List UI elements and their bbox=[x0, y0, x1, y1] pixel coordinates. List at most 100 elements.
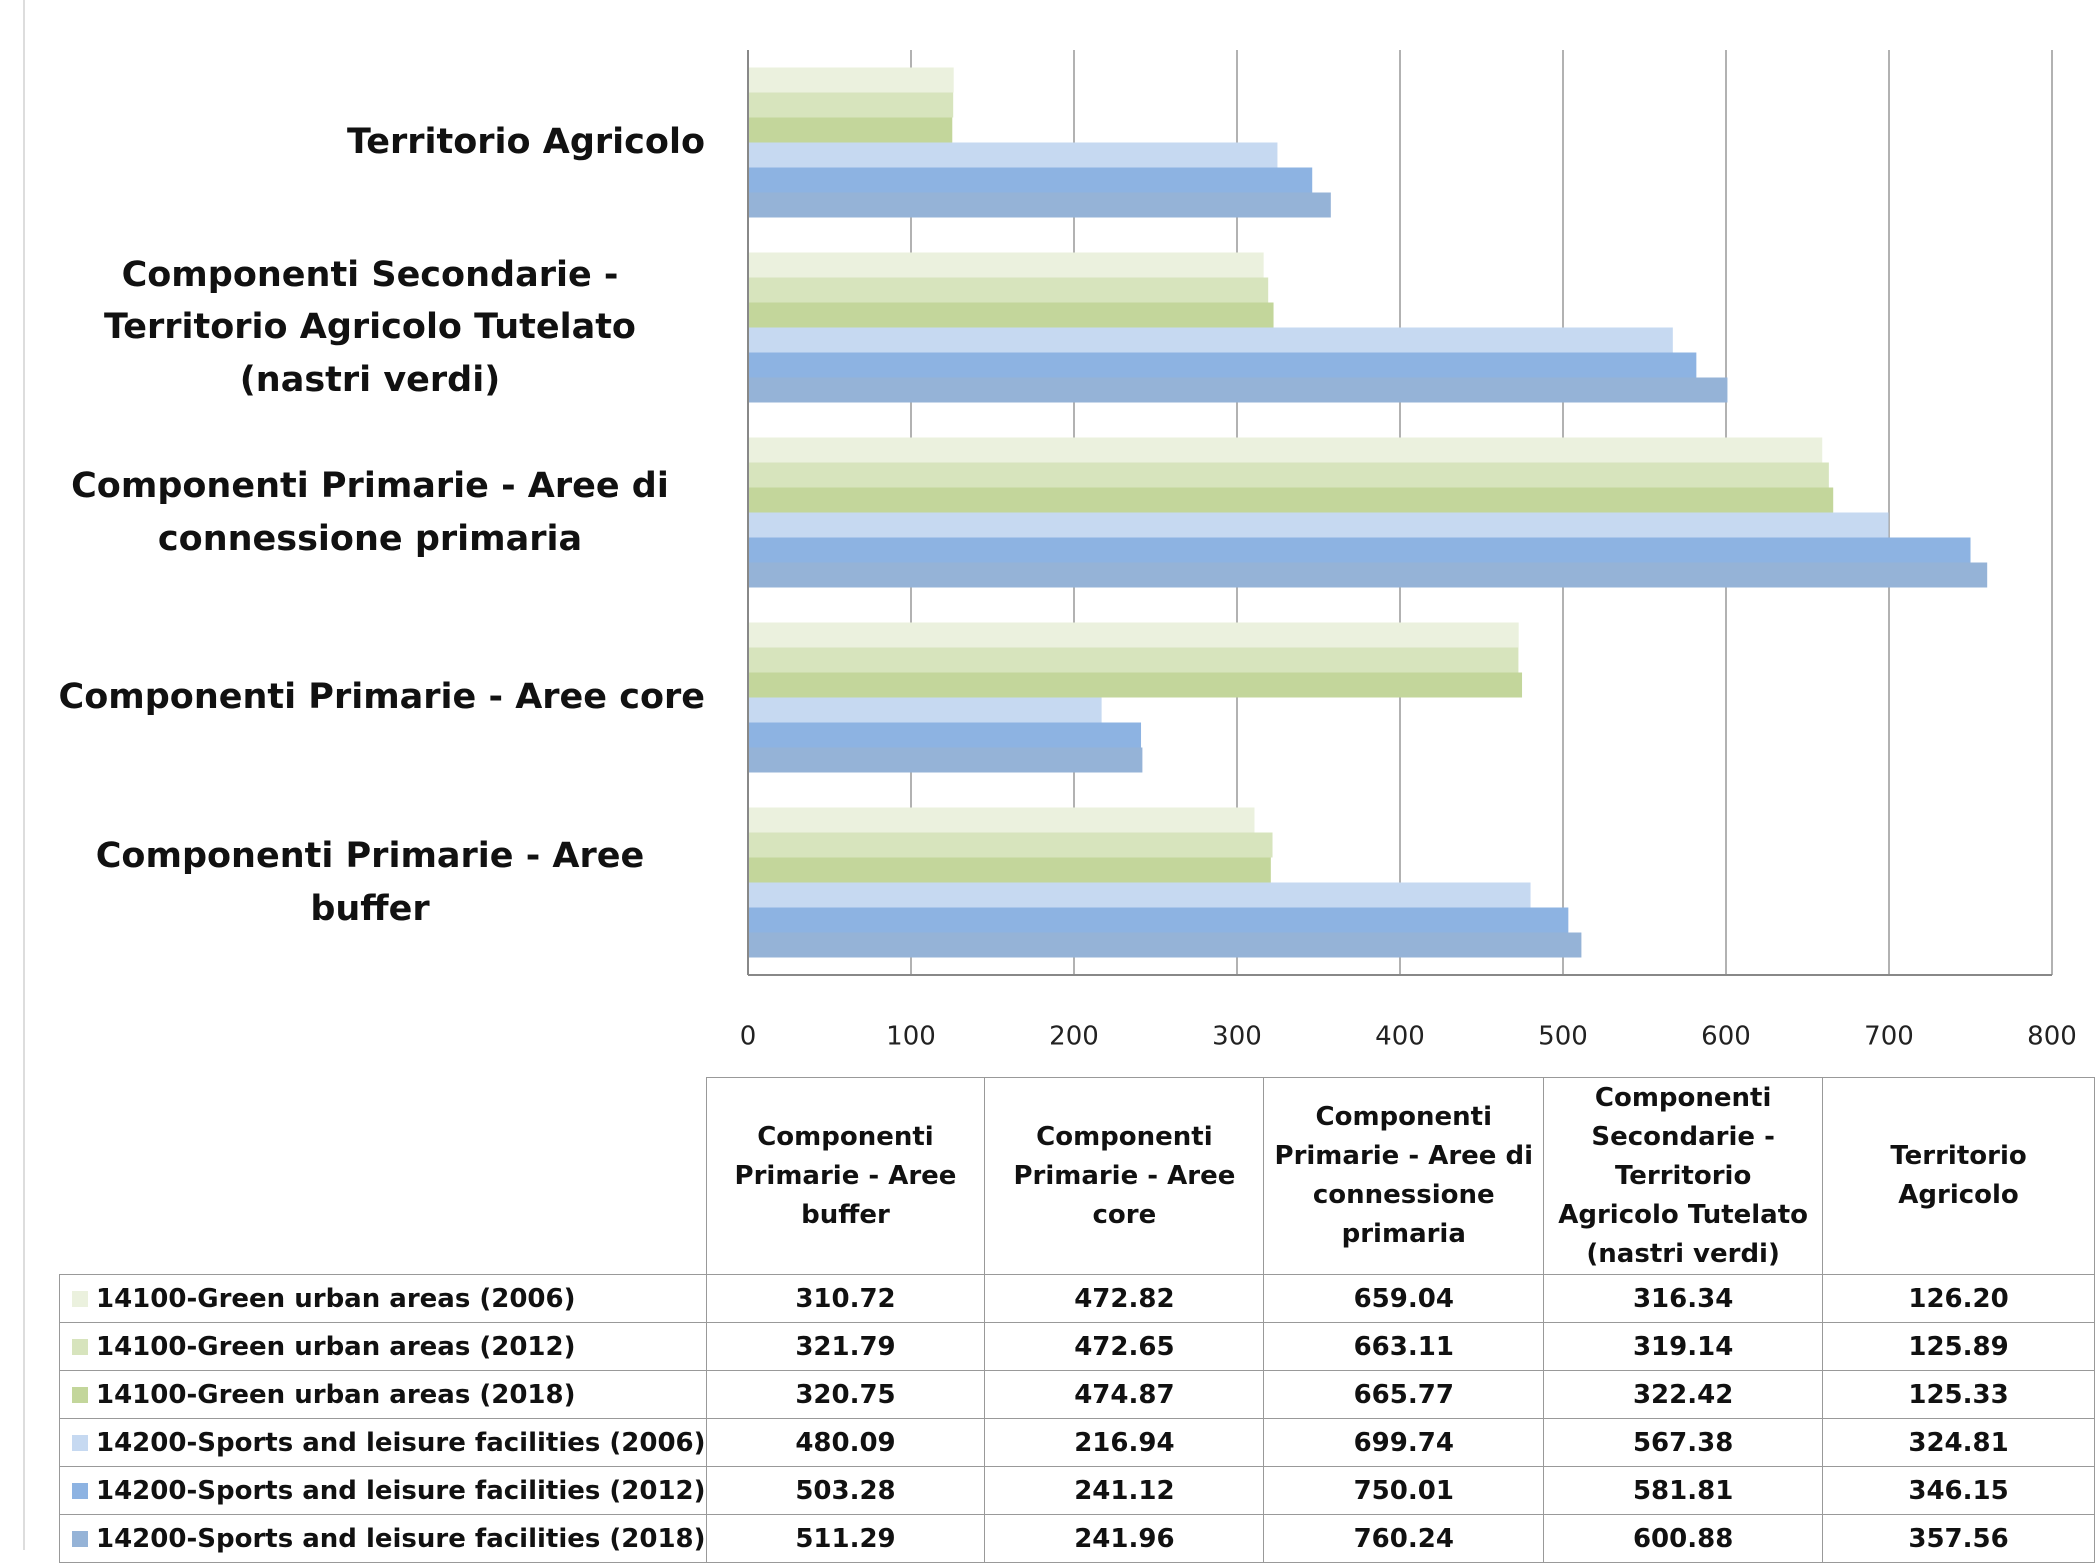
table-header-row: Componenti Primarie - Aree buffer Compone… bbox=[59, 1077, 2095, 1275]
table-value: 659.04 bbox=[1263, 1274, 1545, 1323]
table-value: 126.20 bbox=[1822, 1274, 2095, 1323]
table-header: Componenti Secondarie - Territorio Agric… bbox=[1543, 1077, 1824, 1275]
table-value: 241.96 bbox=[984, 1514, 1265, 1563]
table-row-label: 14200-Sports and leisure facilities (201… bbox=[59, 1514, 707, 1563]
bar bbox=[748, 92, 954, 118]
table-value: 316.34 bbox=[1543, 1274, 1824, 1323]
table-header: Componenti Primarie - Aree core bbox=[984, 1077, 1265, 1275]
table-value: 319.14 bbox=[1543, 1322, 1824, 1371]
legend-swatch bbox=[72, 1483, 88, 1499]
table-corner bbox=[59, 1077, 707, 1275]
category-label-text: Componenti Secondarie - Territorio Agric… bbox=[104, 254, 636, 400]
category-label: Territorio Agricolo bbox=[347, 50, 705, 235]
bar bbox=[748, 167, 1313, 193]
x-tick-label: 800 bbox=[2027, 1022, 2077, 1052]
bar bbox=[748, 462, 1829, 488]
bar bbox=[748, 487, 1834, 513]
table-header: Territorio Agricolo bbox=[1822, 1077, 2095, 1275]
category-label: Componenti Primarie - Aree core bbox=[59, 605, 705, 790]
bar bbox=[748, 377, 1728, 403]
legend-swatch bbox=[72, 1387, 88, 1403]
table-value: 600.88 bbox=[1543, 1514, 1824, 1563]
bar bbox=[748, 252, 1264, 278]
bar bbox=[748, 722, 1142, 748]
category-label: Componenti Primarie - Aree buffer bbox=[35, 790, 705, 975]
category-label-text: Componenti Primarie - Aree buffer bbox=[95, 836, 645, 929]
x-tick-label: 200 bbox=[1049, 1022, 1099, 1052]
table-row: 14100-Green urban areas (2006) 310.72 472.… bbox=[59, 1274, 2095, 1323]
legend-swatch bbox=[72, 1291, 88, 1307]
table-row: 14200-Sports and leisure facilities (201… bbox=[59, 1514, 2095, 1563]
bar bbox=[748, 277, 1269, 303]
table-value: 472.82 bbox=[984, 1274, 1265, 1323]
table-header: Componenti Primarie - Aree di connession… bbox=[1263, 1077, 1545, 1275]
legend-label: 14200-Sports and leisure facilities (200… bbox=[96, 1427, 706, 1458]
bar bbox=[748, 747, 1143, 773]
bar bbox=[748, 192, 1331, 218]
bar bbox=[748, 882, 1531, 908]
category-label: Componenti Secondarie - Territorio Agric… bbox=[35, 235, 705, 420]
x-tick-label: 300 bbox=[1212, 1022, 1262, 1052]
bar bbox=[748, 117, 953, 143]
legend-swatch bbox=[72, 1435, 88, 1451]
table-value: 472.65 bbox=[984, 1322, 1265, 1371]
table-header: Componenti Primarie - Aree buffer bbox=[705, 1077, 986, 1275]
table-value: 321.79 bbox=[705, 1322, 986, 1371]
x-tick-label: 700 bbox=[1864, 1022, 1914, 1052]
legend-swatch bbox=[72, 1531, 88, 1547]
x-tick-label: 500 bbox=[1538, 1022, 1588, 1052]
bar bbox=[748, 327, 1673, 353]
legend-label: 14100-Green urban areas (2018) bbox=[96, 1379, 576, 1410]
category-label-text: Componenti Primarie - Aree core bbox=[58, 677, 705, 718]
bar bbox=[748, 67, 954, 93]
legend-label: 14100-Green urban areas (2006) bbox=[96, 1283, 576, 1314]
bar bbox=[748, 142, 1278, 168]
table-row-label: 14100-Green urban areas (2018) bbox=[59, 1370, 707, 1419]
legend-swatch bbox=[72, 1339, 88, 1355]
table-row: 14100-Green urban areas (2018) 320.75 474.… bbox=[59, 1370, 2095, 1419]
table-row: 14200-Sports and leisure facilities (201… bbox=[59, 1466, 2095, 1515]
x-tick-label: 100 bbox=[886, 1022, 936, 1052]
table-value: 357.56 bbox=[1822, 1514, 2095, 1563]
bar bbox=[748, 437, 1823, 463]
bar bbox=[748, 562, 1988, 588]
table-value: 480.09 bbox=[705, 1418, 986, 1467]
table-value: 320.75 bbox=[705, 1370, 986, 1419]
table-value: 322.42 bbox=[1543, 1370, 1824, 1419]
table-row-label: 14200-Sports and leisure facilities (200… bbox=[59, 1418, 707, 1467]
table-value: 346.15 bbox=[1822, 1466, 2095, 1515]
table-value: 125.33 bbox=[1822, 1370, 2095, 1419]
table-value: 760.24 bbox=[1263, 1514, 1545, 1563]
category-label: Componenti Primarie - Aree di connession… bbox=[35, 420, 705, 605]
table-value: 324.81 bbox=[1822, 1418, 2095, 1467]
table-value: 474.87 bbox=[984, 1370, 1265, 1419]
x-tick-label: 600 bbox=[1701, 1022, 1751, 1052]
bar bbox=[748, 302, 1274, 328]
table-value: 241.12 bbox=[984, 1466, 1265, 1515]
table-value: 663.11 bbox=[1263, 1322, 1545, 1371]
table-row-label: 14100-Green urban areas (2012) bbox=[59, 1322, 707, 1371]
table-value: 567.38 bbox=[1543, 1418, 1824, 1467]
bar bbox=[748, 512, 1889, 538]
bar bbox=[748, 697, 1102, 723]
category-label-text: Componenti Primarie - Aree di connession… bbox=[71, 466, 669, 559]
table-row: 14200-Sports and leisure facilities (200… bbox=[59, 1418, 2095, 1467]
table-value: 750.01 bbox=[1263, 1466, 1545, 1515]
table-value: 310.72 bbox=[705, 1274, 986, 1323]
bar bbox=[748, 647, 1519, 673]
legend-label: 14100-Green urban areas (2012) bbox=[96, 1331, 576, 1362]
bar bbox=[748, 932, 1582, 958]
bar bbox=[748, 352, 1697, 378]
table-row: 14100-Green urban areas (2012) 321.79 472.… bbox=[59, 1322, 2095, 1371]
table-value: 503.28 bbox=[705, 1466, 986, 1515]
table-value: 511.29 bbox=[705, 1514, 986, 1563]
table-row-label: 14100-Green urban areas (2006) bbox=[59, 1274, 707, 1323]
bar bbox=[748, 907, 1569, 933]
category-label-text: Territorio Agricolo bbox=[347, 122, 705, 163]
table-value: 699.74 bbox=[1263, 1418, 1545, 1467]
bar bbox=[748, 832, 1273, 858]
bar bbox=[748, 807, 1255, 833]
table-value: 581.81 bbox=[1543, 1466, 1824, 1515]
bar bbox=[748, 622, 1519, 648]
